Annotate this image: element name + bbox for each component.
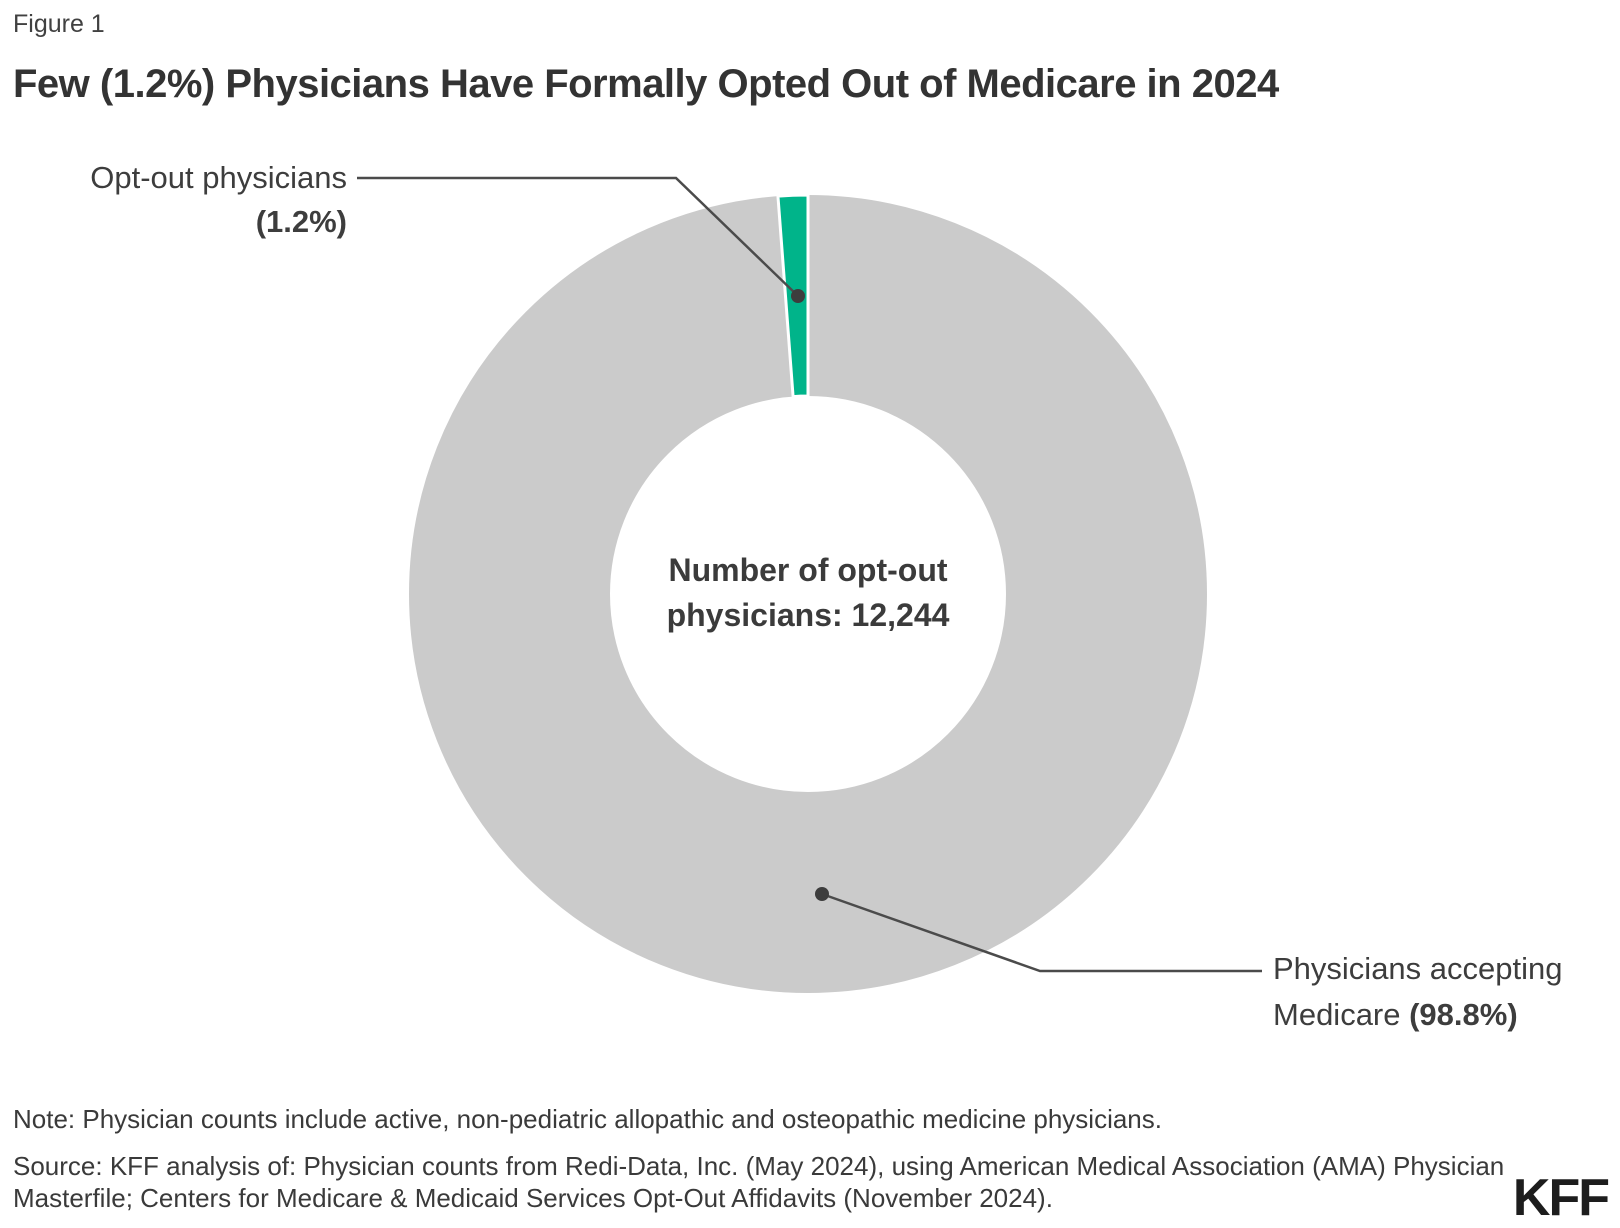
source-text: Source: KFF analysis of: Physician count… — [13, 1150, 1504, 1214]
callout-opt-out: Opt-out physicians (1.2%) — [90, 156, 347, 244]
leader-dot-accepting-medicare — [815, 887, 829, 901]
callout-accepting-percent: (98.8%) — [1409, 997, 1518, 1032]
leader-line-accepting-medicare — [821, 892, 1262, 973]
callout-accepting-label-line1: Physicians accepting — [1273, 951, 1563, 986]
leader-dot-opt-out — [791, 289, 805, 303]
note-text: Note: Physician counts include active, n… — [13, 1104, 1162, 1134]
center-label-line2: physicians: 12,244 — [666, 597, 950, 633]
callout-opt-out-percent: (1.2%) — [255, 204, 347, 239]
callout-opt-out-label: Opt-out physicians — [90, 160, 347, 195]
leader-line-opt-out — [357, 176, 799, 297]
center-label-line1: Number of opt-out — [668, 552, 948, 588]
figure-number-label: Figure 1 — [13, 10, 105, 38]
callout-accepting-label-line2: Medicare (98.8%) — [1273, 992, 1563, 1038]
source-text-line2: Masterfile; Centers for Medicare & Medic… — [13, 1183, 1053, 1213]
callout-accepting-medicare: Physicians accepting Medicare (98.8%) — [1273, 946, 1563, 1038]
chart-title: Few (1.2%) Physicians Have Formally Opte… — [13, 62, 1279, 106]
source-text-line1: Source: KFF analysis of: Physician count… — [13, 1151, 1505, 1181]
callout-accepting-medicare-text: Medicare — [1273, 997, 1410, 1032]
donut-center-label: Number of opt-out physicians: 12,244 — [608, 548, 1008, 638]
kff-logo: KFF — [1512, 1169, 1610, 1227]
